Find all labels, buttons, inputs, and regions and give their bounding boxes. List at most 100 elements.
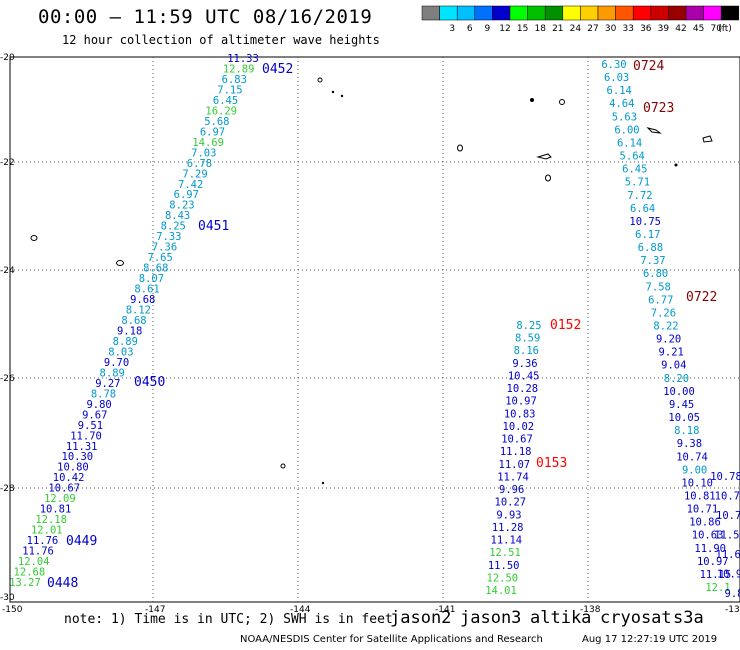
track-b-swh-label: 12.50	[487, 572, 519, 584]
lat-tick-label: -24	[0, 266, 15, 276]
island	[559, 99, 565, 105]
legend-label: 39	[658, 24, 670, 34]
track-c-swh-label: 6.00	[614, 124, 639, 136]
track-a-swh-label: 7.42	[178, 179, 203, 191]
track-c-swh-label: 6.17	[635, 229, 660, 241]
track-b-swh-label: 10.28	[507, 383, 539, 395]
track-d-swh-label: 10.7	[715, 491, 740, 503]
legend-swatch	[492, 5, 511, 21]
track-a-swh-label: 5.68	[204, 116, 229, 128]
track-b-swh-label: 10.67	[501, 434, 533, 446]
track-a-swh-label: 8.61	[134, 284, 159, 296]
track-d-swh-label: 9.8	[725, 588, 740, 600]
track-c-swh-label: 6.77	[648, 294, 673, 306]
pass-time-label: 0723	[643, 101, 674, 116]
axis-labels: -20 -22 -24 -26 -28 -30 -150 -147 -144 -141 -138 -1…	[0, 53, 740, 615]
note-text: note: 1) Time is in UTC; 2) SWH is in fe…	[64, 612, 393, 627]
legend-label: 45	[693, 24, 704, 34]
legend-swatch	[456, 5, 476, 21]
track-b-swh-label: 11.50	[488, 560, 520, 572]
track-a-swh-label: 10.80	[57, 462, 89, 474]
islands	[30, 77, 713, 485]
track-c-swh-label: 4.64	[609, 98, 634, 110]
island	[536, 153, 552, 160]
legend-label: 6	[467, 24, 473, 34]
track-d-swh-label: 10.7	[716, 510, 740, 522]
track-a-swh-label: 11.76	[27, 535, 59, 547]
track-c-swh-label: 7.26	[651, 307, 676, 319]
track-c-swh-label: 12.1	[705, 582, 730, 594]
track-a-swh-label: 11.31	[66, 441, 98, 453]
track-b-swh-label: 11.18	[500, 446, 532, 458]
track-b-swh-label: 8.16	[514, 345, 539, 357]
track-c-swh-label: 10.74	[676, 451, 708, 463]
track-d-swh-label: 11.62	[716, 549, 740, 561]
lon-tick-label: -138	[580, 605, 601, 615]
legend-swatch	[527, 5, 546, 21]
sat-jason3-label: jason3	[460, 608, 522, 628]
track-c-swh-label: 8.22	[653, 321, 678, 333]
legend-label: 27	[587, 24, 598, 34]
pass-time-label: 0722	[686, 290, 717, 305]
track-c-swh-label: 6.30	[601, 59, 626, 71]
legend-label: 15	[517, 24, 528, 34]
island	[674, 163, 678, 167]
track-a-swh-label: 16.29	[205, 105, 237, 117]
track-c-swh-label: 8.20	[664, 373, 689, 385]
legend-swatch	[439, 5, 458, 21]
island	[280, 463, 286, 469]
island	[530, 98, 534, 102]
track-a-swh-label: 8.43	[165, 210, 190, 222]
track-a-swh-label: 7.65	[148, 252, 173, 264]
track-a-swh-label: 7.36	[152, 242, 177, 254]
track-b-swh-label: 10.83	[504, 408, 536, 420]
track-b-swh-label: 9.93	[496, 509, 521, 521]
island	[30, 235, 38, 241]
legend-unit: (ft)	[718, 24, 732, 34]
track-a-swh-label: 8.12	[126, 305, 151, 317]
legend-swatch	[615, 5, 634, 21]
lon-tick-label: -150	[2, 605, 23, 615]
track-b-swh-label: 9.96	[499, 484, 524, 496]
track-b-swh-label: 10.27	[495, 497, 527, 509]
legend-swatch	[509, 5, 528, 21]
pass-time-label: 0448	[47, 576, 78, 591]
track-c-swh-label: 10.10	[681, 477, 713, 489]
track-a-swh-label: 7.33	[156, 231, 181, 243]
island	[321, 481, 325, 485]
track-a-swh-label: 9.80	[86, 399, 111, 411]
track-c-swh-label: 10.81	[684, 490, 716, 502]
track-a-swh-label: 12.04	[18, 556, 50, 568]
track-c-swh-label: 5.64	[620, 151, 645, 163]
track-a-swh-label: 6.97	[174, 189, 199, 201]
graticule	[10, 57, 740, 602]
track-c-swh-label: 9.45	[669, 399, 694, 411]
track-c-swh-label: 11.90	[694, 543, 726, 555]
lat-tick-label: -20	[0, 53, 15, 63]
island	[331, 90, 335, 94]
pass-time-label: 0153	[536, 456, 567, 471]
sat-altika-label: altika	[530, 608, 592, 628]
track-a-swh-label: 12.89	[223, 63, 255, 75]
track-c-swh-label: 10.05	[668, 412, 700, 424]
track-c-swh-label: 9.20	[656, 334, 681, 346]
track-a-swh-label: 9.68	[130, 294, 155, 306]
track-a-swh-label: 10.30	[62, 451, 94, 463]
track-b-swh-label: 8.59	[515, 333, 540, 345]
track-c-swh-label: 5.71	[625, 177, 650, 189]
track-a-swh-label: 12.09	[44, 493, 76, 505]
legend-label: 21	[552, 24, 563, 34]
lon-tick-label: -135	[725, 605, 740, 615]
legend-label: 30	[605, 24, 617, 34]
track-c-swh-label: 6.14	[607, 85, 632, 97]
track-a-swh-label: 8.68	[143, 263, 168, 275]
track-c-swh-label: 6.45	[622, 164, 647, 176]
lon-tick-label: -147	[145, 605, 165, 615]
pass-time-label: 0724	[633, 59, 664, 74]
track-a-swh-label: 12.18	[35, 514, 67, 526]
track-b-swh-label: 8.25	[516, 320, 541, 332]
legend-label: 33	[622, 24, 633, 34]
track-c-swh-label: 6.14	[617, 137, 642, 149]
island	[116, 260, 124, 266]
